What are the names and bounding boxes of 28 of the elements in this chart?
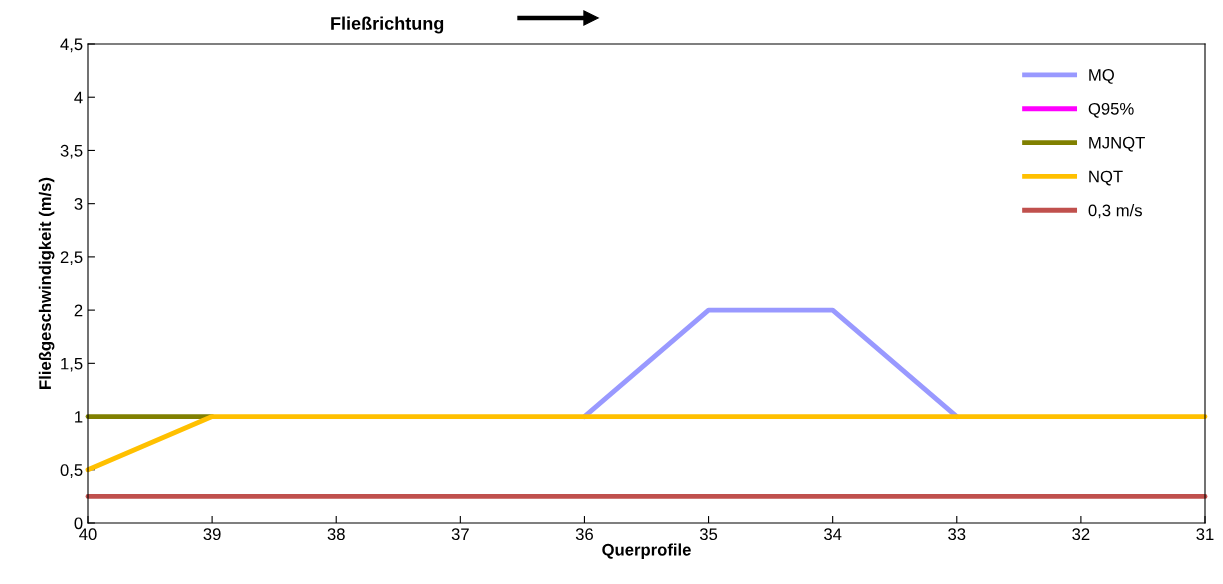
y-tick-label: 3,5 — [60, 144, 83, 159]
y-tick-label: 4,5 — [60, 38, 83, 53]
x-tick-label: 40 — [79, 528, 97, 541]
x-tick-label: 32 — [1072, 528, 1090, 541]
legend-label: NQT — [1089, 170, 1123, 186]
x-axis-title: Querprofile — [602, 543, 691, 559]
x-tick-label: 37 — [451, 528, 469, 541]
x-tick-label: 34 — [824, 528, 842, 541]
y-tick-label: 0 — [74, 517, 83, 530]
y-axis-title: Fließgeschwindigkeit (m/s) — [38, 177, 55, 389]
x-tick-label: 31 — [1196, 528, 1214, 541]
y-tick-label: 1 — [75, 411, 83, 423]
y-tick-label: 3 — [74, 198, 83, 210]
x-tick-label: 36 — [575, 528, 593, 541]
y-tick-label: 2 — [74, 304, 83, 317]
legend-label: MQ — [1089, 69, 1114, 84]
y-tick-label: 4 — [74, 91, 83, 104]
y-tick-label: 2,5 — [60, 251, 83, 266]
x-tick-label: 33 — [948, 528, 966, 541]
y-tick-label: 1,5 — [61, 357, 83, 372]
legend-label: Q95% — [1088, 102, 1134, 118]
legend-label: MJNQT — [1089, 136, 1145, 152]
chart-title: Fließrichtung — [331, 16, 444, 34]
legend-label: 0,3 m/s — [1088, 204, 1142, 219]
x-tick-label: 39 — [203, 528, 221, 541]
x-tick-label: 38 — [327, 528, 345, 541]
x-tick-label: 35 — [699, 528, 718, 541]
y-tick-label: 0,5 — [60, 464, 83, 478]
